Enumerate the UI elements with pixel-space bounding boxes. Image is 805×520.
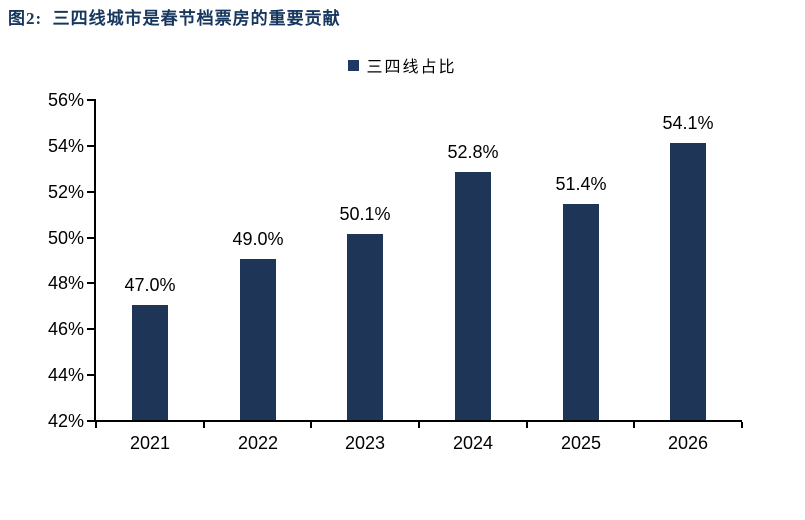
data-label-2024: 52.8%: [447, 142, 499, 162]
data-label-2022: 49.0%: [232, 229, 284, 249]
y-tick: [87, 236, 94, 239]
x-axis-label-2024: 2024: [452, 433, 494, 453]
x-tick: [741, 422, 743, 428]
bar-2022: [240, 259, 276, 420]
y-axis-tick-label: 46%: [47, 319, 84, 340]
x-tick: [418, 422, 420, 428]
bar-2026: [670, 143, 706, 420]
legend-square-icon: [348, 59, 360, 71]
y-tick: [87, 144, 94, 147]
y-axis-tick-label: 52%: [47, 181, 84, 202]
figure-title: 图2: 三四线城市是春节档票房的重要贡献: [8, 9, 341, 28]
chart-legend: 三四线占比: [0, 54, 805, 76]
y-tick: [87, 374, 94, 377]
data-label-2025: 51.4%: [555, 174, 607, 194]
bar-2023: [347, 234, 383, 420]
data-label-2023: 50.1%: [339, 204, 391, 224]
y-tick: [87, 99, 94, 101]
y-tick: [87, 328, 94, 331]
y-axis-tick-label: 42%: [47, 411, 84, 431]
data-label-2021: 47.0%: [124, 275, 176, 295]
y-tick: [87, 420, 94, 422]
x-axis-label-2025: 2025: [560, 433, 602, 453]
x-tick: [95, 422, 97, 428]
bar-2024: [455, 172, 491, 420]
x-tick: [310, 422, 313, 428]
y-axis-tick-label: 50%: [47, 227, 84, 248]
y-axis-line: [94, 99, 96, 420]
y-tick: [87, 190, 94, 193]
y-axis-tick-label: 56%: [47, 90, 84, 110]
bar-2021: [132, 305, 168, 420]
x-tick: [525, 422, 528, 428]
bar-2025: [563, 204, 599, 420]
data-label-2026: 54.1%: [662, 113, 714, 133]
y-axis-tick-label: 54%: [47, 135, 84, 156]
x-tick: [633, 422, 636, 428]
x-axis-label-2023: 2023: [344, 433, 386, 453]
y-tick: [87, 282, 94, 285]
x-axis-label-2022: 2022: [237, 433, 279, 453]
legend-series-label: 三四线占比: [366, 59, 457, 76]
x-axis-line: [94, 420, 742, 422]
x-tick: [202, 422, 205, 428]
y-axis-tick-label: 48%: [47, 273, 84, 294]
x-axis-label-2021: 2021: [129, 433, 171, 453]
x-axis-label-2026: 2026: [667, 433, 709, 453]
y-axis-tick-label: 44%: [47, 365, 84, 386]
